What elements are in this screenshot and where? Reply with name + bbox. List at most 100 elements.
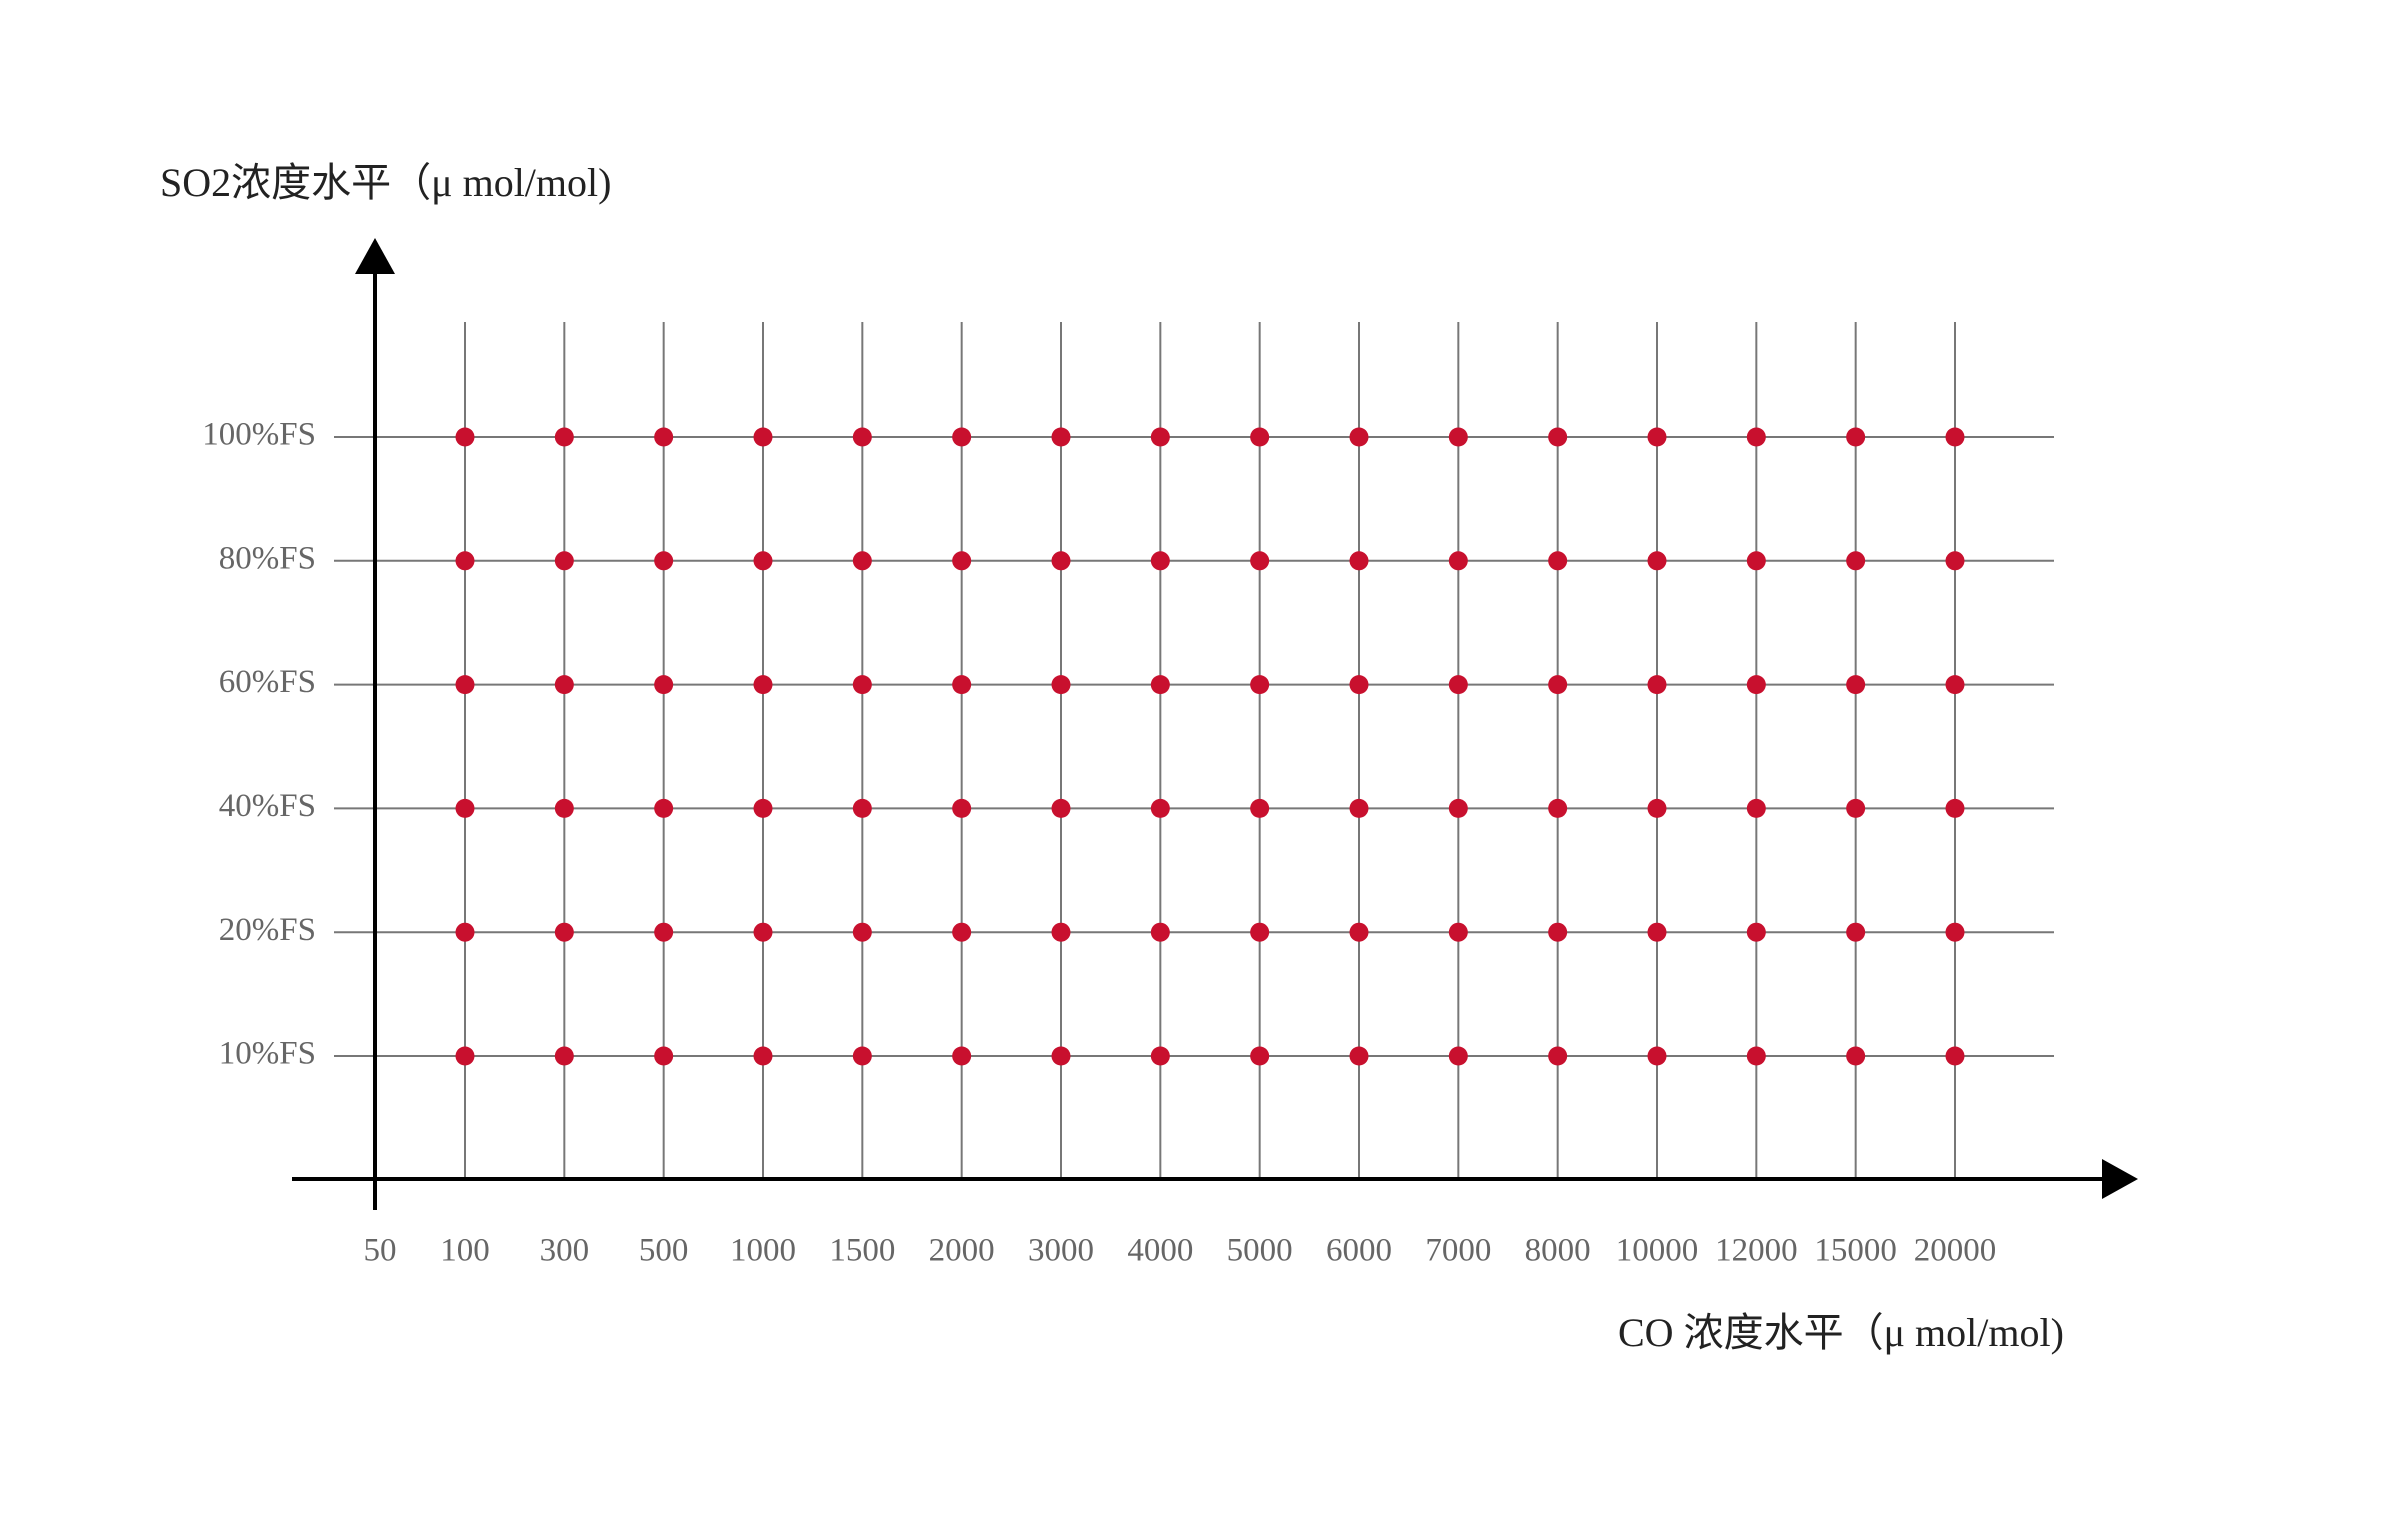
x-tick-label: 6000 xyxy=(1326,1233,1392,1269)
point xyxy=(852,427,872,447)
point xyxy=(753,798,773,818)
point xyxy=(1150,427,1170,447)
point xyxy=(1647,551,1667,571)
point xyxy=(1250,798,1270,818)
point xyxy=(1150,798,1170,818)
point xyxy=(852,922,872,942)
y-axis-arrow xyxy=(355,238,395,274)
point xyxy=(1548,1046,1568,1066)
y-tick-label: 40%FS xyxy=(219,788,316,824)
point xyxy=(654,675,674,695)
x-axis-title: CO 浓度水平（μ mol/mol) xyxy=(1618,1310,2064,1355)
y-tick-label: 20%FS xyxy=(219,912,316,948)
point xyxy=(554,798,574,818)
point xyxy=(753,675,773,695)
point xyxy=(1250,922,1270,942)
point xyxy=(1448,1046,1468,1066)
point xyxy=(1746,798,1766,818)
point xyxy=(852,675,872,695)
point xyxy=(1746,675,1766,695)
point xyxy=(753,551,773,571)
point xyxy=(554,1046,574,1066)
point xyxy=(554,551,574,571)
point xyxy=(1647,1046,1667,1066)
x-axis-arrow xyxy=(2102,1159,2138,1199)
point xyxy=(1945,427,1965,447)
point xyxy=(1647,798,1667,818)
point xyxy=(1647,922,1667,942)
point xyxy=(852,551,872,571)
point xyxy=(1448,798,1468,818)
point xyxy=(1150,1046,1170,1066)
y-tick-label: 10%FS xyxy=(219,1036,316,1072)
point xyxy=(1746,551,1766,571)
point xyxy=(455,922,475,942)
point xyxy=(1548,551,1568,571)
point xyxy=(554,675,574,695)
point xyxy=(1051,427,1071,447)
x-tick-label: 8000 xyxy=(1525,1233,1591,1269)
point xyxy=(1150,675,1170,695)
point xyxy=(1150,922,1170,942)
point xyxy=(1945,922,1965,942)
point xyxy=(1349,798,1369,818)
point xyxy=(554,922,574,942)
point xyxy=(1846,551,1866,571)
x-tick-label: 3000 xyxy=(1028,1233,1094,1269)
point xyxy=(852,1046,872,1066)
point xyxy=(1349,1046,1369,1066)
x-tick-label: 2000 xyxy=(929,1233,995,1269)
point xyxy=(952,675,972,695)
x-tick-label: 5000 xyxy=(1227,1233,1293,1269)
point xyxy=(1647,427,1667,447)
x-tick-label: 500 xyxy=(639,1233,689,1269)
point xyxy=(1448,675,1468,695)
point xyxy=(455,1046,475,1066)
point xyxy=(1746,922,1766,942)
point xyxy=(1846,922,1866,942)
point xyxy=(1349,427,1369,447)
point xyxy=(1051,675,1071,695)
point xyxy=(1448,551,1468,571)
x-tick-label: 12000 xyxy=(1715,1233,1798,1269)
point xyxy=(1051,551,1071,571)
x-tick-label: 10000 xyxy=(1616,1233,1699,1269)
point xyxy=(1945,798,1965,818)
point xyxy=(455,551,475,571)
point xyxy=(1548,427,1568,447)
point xyxy=(952,922,972,942)
point xyxy=(654,1046,674,1066)
point xyxy=(455,675,475,695)
point xyxy=(1250,427,1270,447)
point xyxy=(1051,1046,1071,1066)
point xyxy=(1250,1046,1270,1066)
point xyxy=(1349,675,1369,695)
x-tick-label: 1000 xyxy=(730,1233,796,1269)
point xyxy=(952,551,972,571)
y-axis-title: SO2浓度水平（μ mol/mol) xyxy=(160,160,611,205)
point xyxy=(1846,675,1866,695)
point xyxy=(654,922,674,942)
point xyxy=(1746,1046,1766,1066)
point xyxy=(1349,922,1369,942)
point xyxy=(952,1046,972,1066)
point xyxy=(952,798,972,818)
y-tick-label: 60%FS xyxy=(219,664,316,700)
y-tick-label: 80%FS xyxy=(219,540,316,576)
point xyxy=(1846,1046,1866,1066)
x-tick-label: 100 xyxy=(440,1233,490,1269)
point xyxy=(1548,922,1568,942)
point xyxy=(1846,798,1866,818)
y-tick-label: 100%FS xyxy=(202,417,316,453)
point xyxy=(1945,1046,1965,1066)
x-tick-label: 15000 xyxy=(1814,1233,1897,1269)
point xyxy=(1250,675,1270,695)
point xyxy=(753,427,773,447)
point xyxy=(654,551,674,571)
point xyxy=(1448,427,1468,447)
point xyxy=(852,798,872,818)
x-axis-start-label: 50 xyxy=(364,1233,397,1269)
point xyxy=(654,798,674,818)
point xyxy=(554,427,574,447)
